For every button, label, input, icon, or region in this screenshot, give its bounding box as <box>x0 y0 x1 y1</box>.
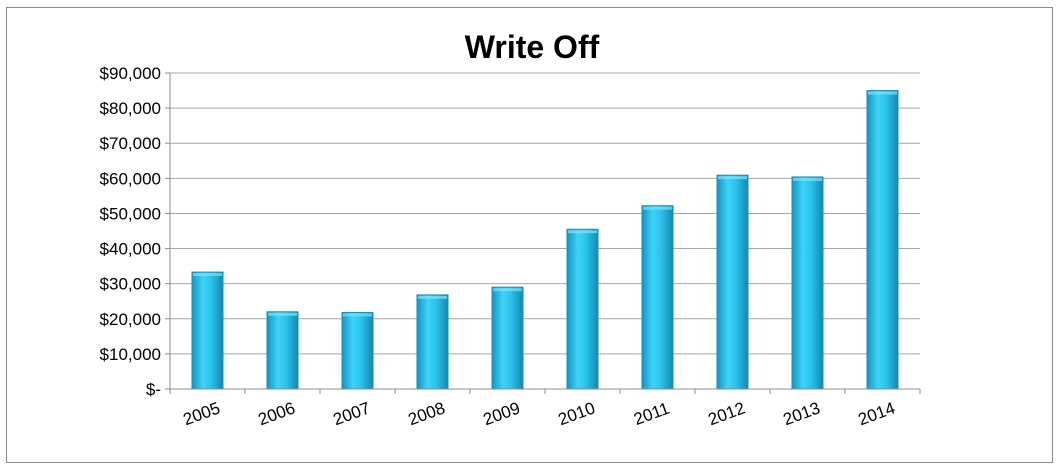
x-tick-label: 2011 <box>631 399 672 429</box>
axes <box>165 72 921 394</box>
y-tick-label: $80,000 <box>100 99 161 118</box>
bar-2011 <box>641 205 674 390</box>
x-tick-label: 2012 <box>706 398 748 429</box>
bar-highlight <box>493 288 522 292</box>
x-tick-label: 2007 <box>331 398 373 429</box>
bar-highlight <box>568 230 597 234</box>
y-tick-label: $20,000 <box>100 310 161 329</box>
x-tick-label: 2013 <box>781 398 823 429</box>
bar-2006 <box>266 311 299 390</box>
y-tick-label: $10,000 <box>100 345 161 364</box>
x-tick-label: 2005 <box>181 398 223 429</box>
bar-2009 <box>491 286 524 390</box>
y-tick-label: $60,000 <box>100 169 161 188</box>
bar-highlight <box>793 177 822 181</box>
bar-2014 <box>866 90 899 390</box>
y-tick-label: $40,000 <box>100 240 161 259</box>
bar-2013 <box>791 176 824 390</box>
y-tick-label: $- <box>146 380 161 399</box>
y-tick-label: $50,000 <box>100 204 161 223</box>
bar-2007 <box>341 311 374 390</box>
x-tick-label: 2010 <box>556 398 598 429</box>
bar-highlight <box>643 206 672 210</box>
y-tick-label: $90,000 <box>100 64 161 83</box>
bars <box>191 90 899 390</box>
bar-highlight <box>868 91 897 95</box>
y-tick-label: $70,000 <box>100 134 161 153</box>
x-tick-label: 2014 <box>856 398 898 429</box>
bar-highlight <box>718 176 747 180</box>
chart-title: Write Off <box>465 29 600 65</box>
bar-2005 <box>191 271 224 390</box>
x-tick-labels: 2005 2006 2007 2008 2009 2010 2011 2012 2013 2014 <box>181 398 898 429</box>
bar-highlight <box>193 273 222 277</box>
bar-highlight <box>418 295 447 299</box>
y-tick-label: $30,000 <box>100 275 161 294</box>
y-tick-labels: $- $10,000 $20,000 $30,000 $40,000 $50,000 $60… <box>100 64 161 399</box>
bar-highlight <box>343 313 372 317</box>
x-tick-label: 2006 <box>256 398 298 429</box>
x-tick-label: 2008 <box>406 398 448 429</box>
x-tick-label: 2009 <box>481 398 523 429</box>
bar-highlight <box>268 312 297 316</box>
bar-2008 <box>416 294 449 390</box>
bar-2010 <box>566 228 599 390</box>
bar-2012 <box>716 174 749 390</box>
